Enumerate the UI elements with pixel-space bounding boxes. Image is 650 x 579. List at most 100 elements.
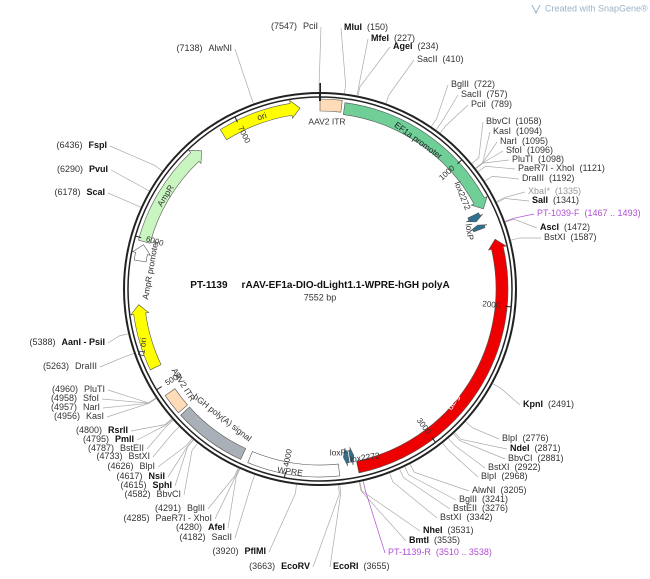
tick-mark [156, 386, 162, 391]
site-name: SalI [532, 195, 548, 205]
site-position: (3276) [482, 503, 508, 513]
site-label: BstEII (3276) [453, 503, 508, 513]
site-position: (1096) [527, 145, 553, 155]
site-label: (4285) PaeR7I - XhoI [123, 513, 212, 523]
leader-line [504, 213, 535, 222]
site-name: DraIII [522, 173, 544, 183]
site-label: (4787) BstEII [88, 443, 144, 453]
site-position: (1058) [516, 116, 542, 126]
site-label: BstXI (3342) [440, 512, 493, 522]
site-label: (3663) EcoRV [249, 561, 310, 571]
site-name: AlwNI [472, 485, 496, 495]
site-position: (4615) [120, 480, 146, 490]
site-name: NarI [500, 136, 517, 146]
site-name: BlpI [481, 471, 497, 481]
feature [164, 388, 188, 414]
leader-line [167, 439, 194, 478]
site-position: (3342) [467, 512, 493, 522]
site-position: (4733) [96, 451, 122, 461]
site-label: (4800) RsrII [76, 425, 128, 435]
leader-line [389, 473, 438, 519]
site-position: (1472) [564, 222, 590, 232]
tick-mark [457, 159, 463, 165]
site-label: AscI (1472) [540, 222, 590, 232]
plasmid-description: rAAV-EF1a-DIO-dLight1.1-WPRE-hGH polyA [242, 280, 450, 291]
site-name: BstXI [488, 462, 510, 472]
site-position: (227) [394, 33, 415, 43]
site-label: BglII (3241) [459, 494, 508, 504]
leader-line [106, 398, 157, 418]
site-label: PciI (789) [471, 99, 512, 109]
site-label: BbvCI (1058) [486, 116, 542, 126]
leader-line [409, 464, 470, 492]
feature-label: loxP [330, 447, 347, 457]
leader-line [214, 468, 240, 520]
site-name: AfeI [208, 522, 225, 532]
site-name: PT-1039-F [537, 208, 580, 218]
site-position: (6178) [54, 187, 80, 197]
site-label: SalI (1341) [532, 195, 579, 205]
site-label: (4617) NsiI [116, 471, 165, 481]
feature-label: f1 ori [136, 337, 149, 357]
site-position: (1095) [522, 136, 548, 146]
leader-line [107, 333, 129, 344]
site-name: SacII [417, 54, 438, 64]
site-label: (7547) PciI [271, 21, 318, 31]
plasmid-title: PT-1139 rAAV-EF1a-DIO-dLight1.1-WPRE-hGH … [190, 280, 449, 291]
leader-line [107, 192, 141, 208]
site-position: (4960) [52, 384, 78, 394]
feature [356, 238, 509, 474]
site-label: PT-1039-F (1467 .. 1493) [537, 208, 641, 218]
site-label: (4182) SacII [179, 532, 232, 542]
plasmid-name: PT-1139 [190, 280, 228, 291]
feature [348, 447, 355, 465]
site-label: SacII (757) [461, 89, 508, 99]
site-name: BbvCI [508, 453, 533, 463]
site-name: BglII [187, 503, 205, 513]
site-label: (7138) AlwNI [176, 43, 232, 53]
site-position: (3205) [501, 485, 527, 495]
site-position: (2776) [523, 433, 549, 443]
site-label: SfoI (1096) [506, 145, 553, 155]
tick-label: 2000 [482, 299, 501, 310]
leader-line [157, 438, 193, 468]
site-position: (1192) [549, 173, 574, 183]
leader-line [448, 438, 486, 469]
site-name: KasI [86, 411, 104, 421]
site-position: (4582) [124, 489, 150, 499]
site-name: KasI [493, 126, 511, 136]
site-label: AgeI (234) [393, 41, 439, 51]
site-label: (4956) KasI [54, 411, 104, 421]
site-label: (6290) PvuI [57, 164, 108, 174]
site-label: (6436) FspI [56, 140, 107, 150]
site-position: (1341) [553, 195, 579, 205]
site-label: EcoRI (3655) [333, 561, 390, 571]
tick-mark [431, 437, 436, 443]
site-position: (5263) [43, 361, 69, 371]
site-position: (722) [474, 79, 495, 89]
leader-line [431, 84, 449, 127]
site-position: (6290) [57, 164, 83, 174]
site-position: (1098) [538, 154, 564, 164]
leader-line [362, 481, 386, 554]
site-name: AlwNI [208, 43, 232, 53]
site-label: (4280) AfeI [176, 522, 225, 532]
site-label: BlpI (2968) [481, 471, 528, 481]
site-position: (234) [418, 41, 439, 51]
site-label: AlwNI (3205) [472, 485, 527, 495]
site-position: (4291) [155, 503, 181, 513]
leader-line [356, 38, 369, 96]
leader-line [234, 48, 254, 104]
site-name: SacII [461, 89, 482, 99]
feature [131, 244, 151, 263]
feature [319, 98, 343, 113]
site-position: (150) [367, 22, 388, 32]
site-name: XbaI* [528, 186, 551, 196]
site-position: (5388) [29, 337, 55, 347]
site-position: (3241) [482, 494, 508, 504]
feature [247, 451, 341, 478]
site-name: EcoRI [333, 561, 359, 571]
site-position: (3663) [249, 561, 275, 571]
leader-line [359, 481, 421, 532]
site-label: (4958) SfoI [51, 393, 99, 403]
